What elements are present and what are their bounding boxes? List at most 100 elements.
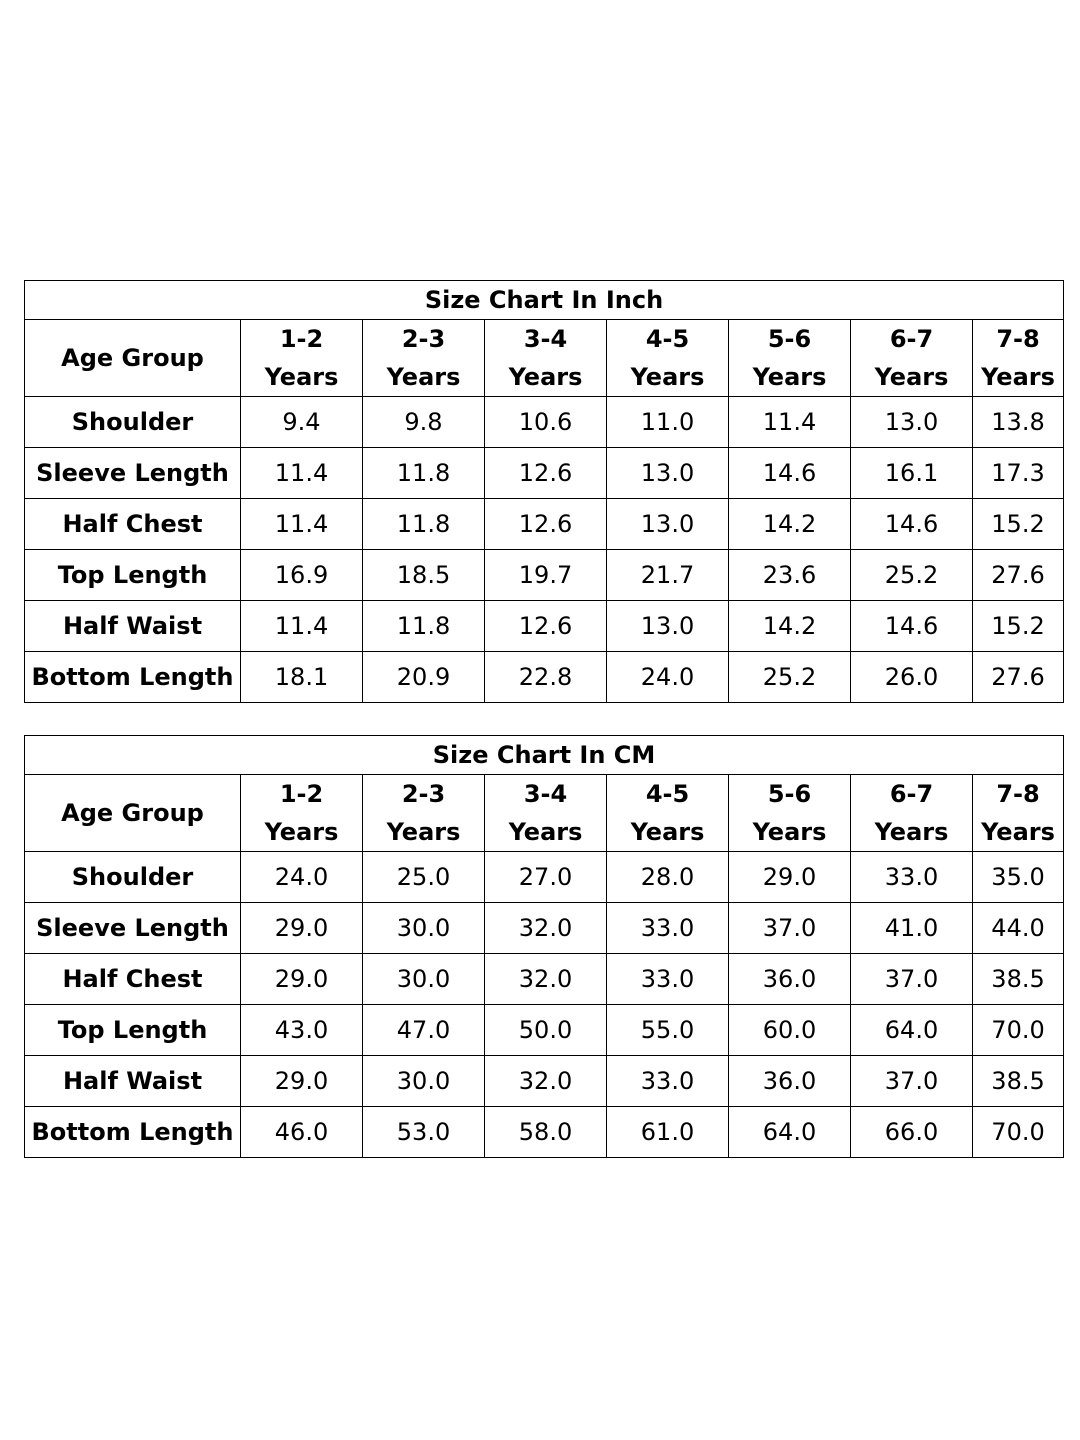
age-group-column-header: 4-5 Years [606, 774, 729, 852]
measurement-value: 11.8 [362, 600, 485, 652]
table-row: Half Chest 29.0 30.0 32.0 33.0 36.0 37.0 38.5 [24, 953, 1065, 1005]
age-group-column-header: 3-4 Years [484, 319, 607, 397]
age-unit-label: Years [508, 818, 583, 846]
age-range-label: 2-3 [401, 325, 446, 353]
measurement-value: 23.6 [728, 549, 851, 601]
measurement-value: 50.0 [484, 1004, 607, 1056]
measurement-label: Shoulder [24, 851, 241, 903]
measurement-value: 11.4 [728, 396, 851, 448]
measurement-value: 11.4 [240, 600, 363, 652]
measurement-value: 66.0 [850, 1106, 973, 1158]
age-range-label: 4-5 [645, 325, 690, 353]
age-group-column-header: 1-2 Years [240, 319, 363, 397]
measurement-value: 44.0 [971, 902, 1065, 954]
measurement-value: 46.0 [240, 1106, 363, 1158]
age-group-column-header: 7-8 Years [971, 774, 1065, 852]
age-unit-label: Years [264, 363, 339, 391]
measurement-label: Bottom Length [24, 651, 241, 703]
age-unit-label: Years [264, 818, 339, 846]
age-group-column-header: 6-7 Years [850, 774, 973, 852]
measurement-value: 14.6 [850, 498, 973, 550]
measurement-value: 14.6 [728, 447, 851, 499]
measurement-value: 11.8 [362, 498, 485, 550]
measurement-value: 14.2 [728, 600, 851, 652]
measurement-value: 22.8 [484, 651, 607, 703]
measurement-value: 38.5 [971, 953, 1065, 1005]
measurement-value: 53.0 [362, 1106, 485, 1158]
measurement-label: Sleeve Length [24, 447, 241, 499]
measurement-label: Half Waist [24, 600, 241, 652]
age-unit-label: Years [386, 363, 461, 391]
age-unit-label: Years [874, 363, 949, 391]
measurement-label: Top Length [24, 549, 241, 601]
measurement-value: 58.0 [484, 1106, 607, 1158]
measurement-value: 12.6 [484, 498, 607, 550]
measurement-value: 33.0 [606, 1055, 729, 1107]
age-range-label: 6-7 [889, 325, 934, 353]
measurement-value: 24.0 [606, 651, 729, 703]
measurement-value: 20.9 [362, 651, 485, 703]
table-title: Size Chart In CM [23, 735, 1065, 775]
age-unit-label: Years [752, 818, 827, 846]
age-group-column-header: 5-6 Years [728, 319, 851, 397]
age-group-header: Age Group [24, 319, 241, 397]
table-title: Size Chart In Inch [24, 280, 1064, 320]
measurement-value: 9.4 [240, 396, 363, 448]
table-row: Shoulder 9.4 9.8 10.6 11.0 11.4 13.0 13.8 [24, 396, 1064, 448]
measurement-value: 27.0 [484, 851, 607, 903]
age-group-column-header: 6-7 Years [850, 319, 973, 397]
measurement-value: 21.7 [606, 549, 729, 601]
measurement-value: 13.0 [606, 600, 729, 652]
measurement-value: 13.0 [850, 396, 973, 448]
measurement-value: 30.0 [362, 1055, 485, 1107]
table-row: Bottom Length 18.1 20.9 22.8 24.0 25.2 26.0 27.… [24, 651, 1064, 703]
measurement-value: 33.0 [606, 953, 729, 1005]
measurement-value: 25.2 [728, 651, 851, 703]
measurement-label: Half Waist [24, 1055, 241, 1107]
measurement-value: 17.3 [972, 447, 1064, 499]
measurement-value: 26.0 [850, 651, 973, 703]
age-group-column-header: 7-8 Years [972, 319, 1064, 397]
measurement-value: 60.0 [728, 1004, 851, 1056]
measurement-value: 41.0 [850, 902, 973, 954]
age-group-column-header: 1-2 Years [240, 774, 363, 852]
size-chart-inch-table: Size Chart In Inch Age Group 1-2 Years 2-3 Ye… [24, 280, 1064, 703]
measurement-value: 64.0 [728, 1106, 851, 1158]
table-header-row: Age Group 1-2 Years 2-3 Years 3-4 Years 4-5 Year… [24, 319, 1064, 397]
age-range-label: 4-5 [645, 780, 690, 808]
measurement-value: 15.2 [972, 600, 1064, 652]
size-chart-cm-table: Size Chart In CM Age Group 1-2 Years 2-3 Year… [23, 735, 1065, 1158]
measurement-value: 27.6 [972, 651, 1064, 703]
measurement-value: 11.0 [606, 396, 729, 448]
measurement-value: 38.5 [971, 1055, 1065, 1107]
age-range-label: 6-7 [889, 780, 934, 808]
measurement-value: 29.0 [240, 1055, 363, 1107]
age-range-label: 7-8 [996, 325, 1040, 353]
age-unit-label: Years [874, 818, 949, 846]
age-group-header: Age Group [24, 774, 241, 852]
age-unit-label: Years [508, 363, 583, 391]
measurement-value: 64.0 [850, 1004, 973, 1056]
table-row: Half Waist 29.0 30.0 32.0 33.0 36.0 37.0 38.5 [24, 1055, 1065, 1107]
measurement-label: Shoulder [24, 396, 241, 448]
age-range-label: 3-4 [523, 325, 568, 353]
age-group-column-header: 2-3 Years [362, 774, 485, 852]
table-row: Half Chest 11.4 11.8 12.6 13.0 14.2 14.6 15.2 [24, 498, 1064, 550]
measurement-value: 13.0 [606, 447, 729, 499]
table-row: Sleeve Length 29.0 30.0 32.0 33.0 37.0 41.0 44.… [24, 902, 1065, 954]
measurement-value: 14.6 [850, 600, 973, 652]
age-group-column-header: 4-5 Years [606, 319, 729, 397]
age-unit-label: Years [981, 363, 1055, 391]
age-unit-label: Years [386, 818, 461, 846]
measurement-value: 19.7 [484, 549, 607, 601]
measurement-value: 12.6 [484, 600, 607, 652]
table-row: Half Waist 11.4 11.8 12.6 13.0 14.2 14.6 15.2 [24, 600, 1064, 652]
age-unit-label: Years [752, 363, 827, 391]
age-group-column-header: 5-6 Years [728, 774, 851, 852]
measurement-value: 35.0 [971, 851, 1065, 903]
measurement-value: 25.2 [850, 549, 973, 601]
measurement-value: 36.0 [728, 953, 851, 1005]
measurement-value: 37.0 [850, 953, 973, 1005]
age-range-label: 3-4 [523, 780, 568, 808]
measurement-value: 25.0 [362, 851, 485, 903]
